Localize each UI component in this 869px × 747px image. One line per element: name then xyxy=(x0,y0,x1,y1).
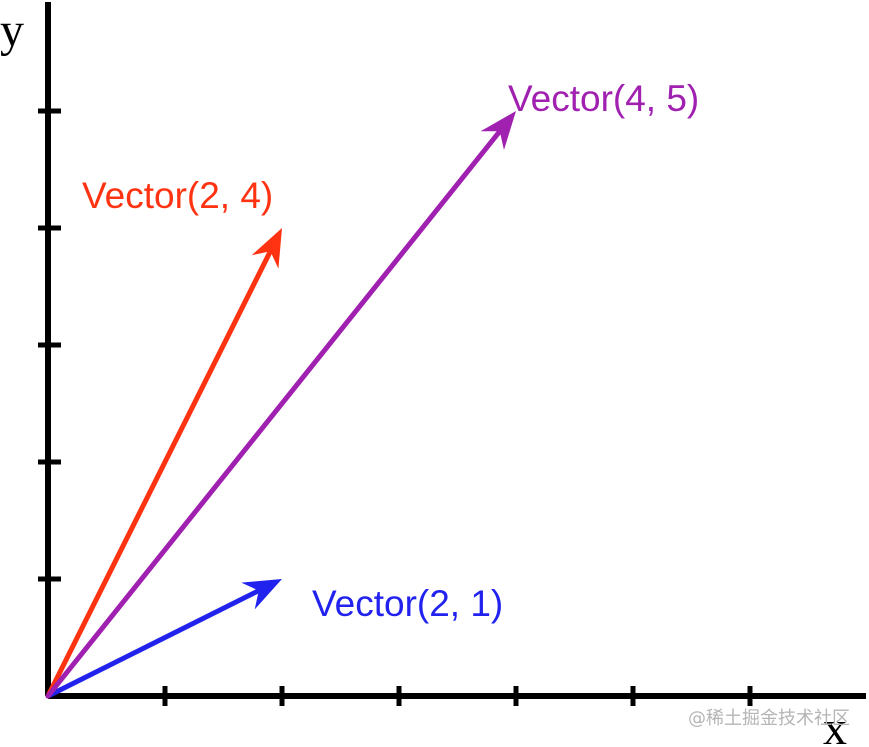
vector-2-1-arrowhead xyxy=(241,579,282,610)
vectors: Vector(2, 1) Vector(2, 4) Vector(4, 5) xyxy=(45,78,699,699)
x-axis-label: x xyxy=(823,702,847,747)
vector-2-4-shaft xyxy=(45,248,273,699)
vector-4-5-shaft xyxy=(45,128,503,699)
watermark-text: @稀土掘金技术社区 xyxy=(688,708,850,729)
y-axis-label: y xyxy=(0,4,24,57)
vector-2-1-label: Vector(2, 1) xyxy=(312,583,503,624)
axes xyxy=(38,2,866,706)
vector-2-4-label: Vector(2, 4) xyxy=(82,175,273,216)
vector-2-1-shaft xyxy=(45,588,262,699)
vector-4-5-label: Vector(4, 5) xyxy=(508,78,699,119)
vector-4-5-arrowhead xyxy=(480,111,516,151)
vector-2-4-arrowhead xyxy=(251,228,282,269)
